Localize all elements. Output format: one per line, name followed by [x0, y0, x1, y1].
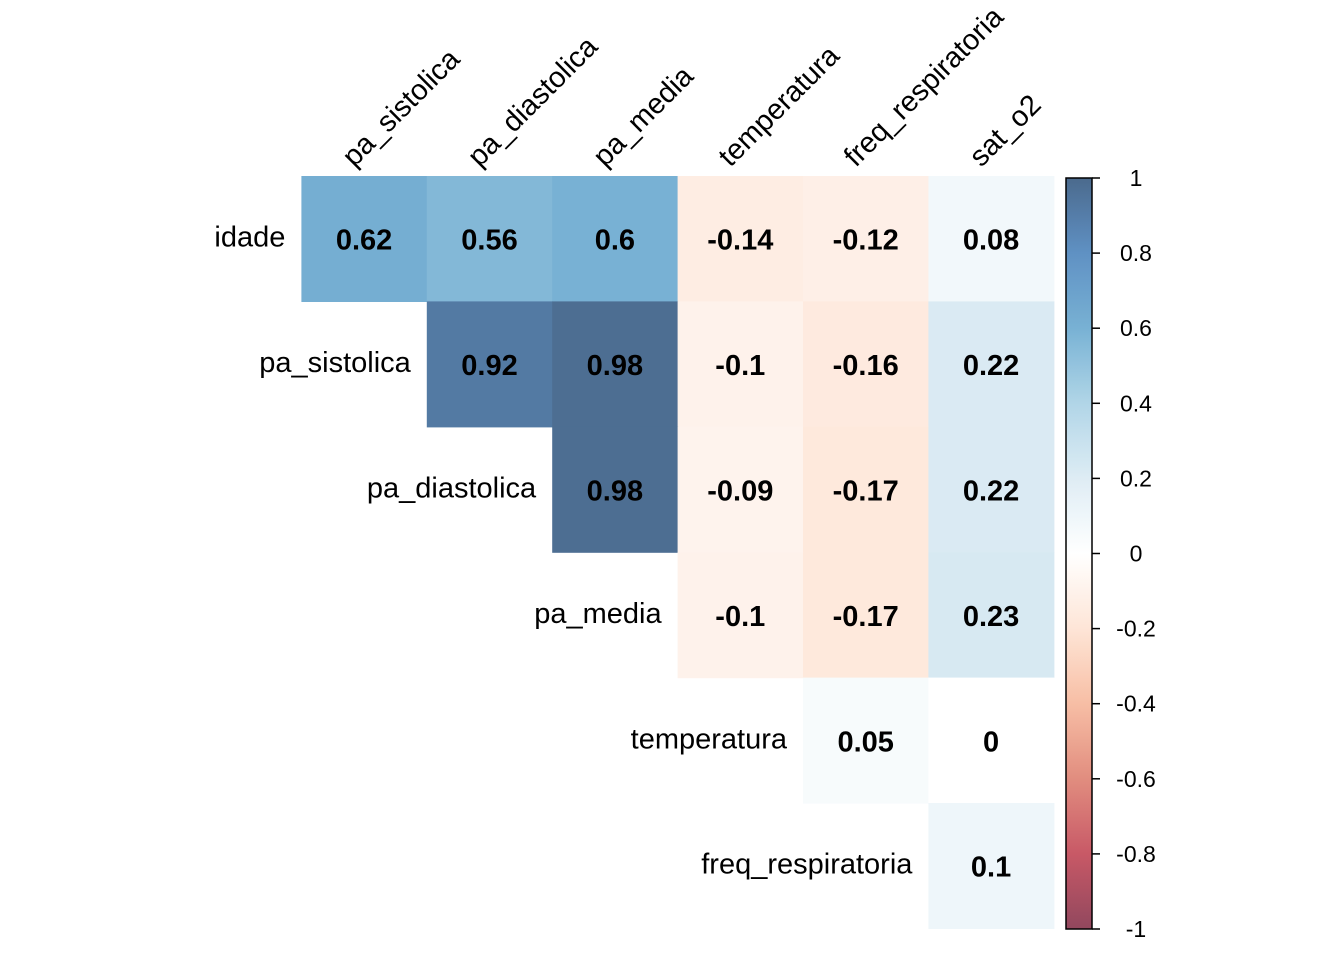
colorbar-tick-label-1: 1	[1130, 165, 1143, 191]
colorbar: 1 0.8 0.6 0.4 0.2 0 -0.2 -0.4 -0.6 -0.8 -1	[1065, 165, 1156, 942]
cell-idade-pa_media	[552, 176, 679, 302]
cell-value-pa_sistolica-freq_respiratoria: -0.16	[833, 350, 899, 382]
cell-value-temperatura-freq_respiratoria: 0.05	[837, 726, 893, 758]
cell-idade-freq_respiratoria	[803, 176, 929, 302]
colorbar-tick-label--0.4: -0.4	[1116, 691, 1156, 717]
heatmap-cells	[301, 176, 1055, 929]
cell-temperatura-sat_o2	[928, 677, 1055, 804]
colorbar-tick-label--1: -1	[1126, 916, 1146, 942]
cell-value-pa_diastolica-pa_media: 0.98	[587, 476, 643, 508]
cell-value-pa_diastolica-freq_respiratoria: -0.17	[833, 476, 899, 508]
cell-value-pa_media-freq_respiratoria: -0.17	[833, 601, 899, 633]
row-label-pa_diastolica: pa_diastolica	[367, 473, 537, 505]
cell-pa_sistolica-freq_respiratoria	[803, 301, 929, 428]
cell-idade-pa_diastolica	[426, 176, 553, 302]
cell-temperatura-freq_respiratoria	[803, 677, 929, 804]
cell-value-idade-sat_o2: 0.08	[963, 225, 1019, 257]
cell-idade-temperatura	[677, 176, 804, 302]
cell-value-freq_respiratoria-sat_o2: 0.1	[971, 852, 1011, 884]
cell-value-pa_sistolica-sat_o2: 0.22	[963, 350, 1019, 382]
cell-value-idade-freq_respiratoria: -0.12	[833, 225, 899, 257]
col-label-pa_media: pa_media	[587, 60, 700, 173]
cell-pa_sistolica-pa_media	[552, 301, 679, 428]
cell-pa_media-sat_o2	[928, 552, 1055, 679]
cell-value-idade-pa_diastolica: 0.56	[461, 225, 517, 257]
cell-pa_media-freq_respiratoria	[803, 552, 929, 679]
cell-pa_diastolica-freq_respiratoria	[803, 426, 929, 553]
cell-pa_media-temperatura	[677, 552, 804, 679]
cell-freq_respiratoria-sat_o2	[928, 803, 1055, 929]
colorbar-gradient	[1065, 177, 1093, 930]
cell-value-pa_sistolica-pa_diastolica: 0.92	[461, 350, 517, 382]
row-label-freq_respiratoria: freq_respiratoria	[701, 849, 913, 881]
colorbar-tick-label-0.8: 0.8	[1120, 240, 1152, 266]
col-label-pa_diastolica: pa_diastolica	[462, 30, 605, 173]
row-label-pa_sistolica: pa_sistolica	[259, 347, 411, 379]
cell-idade-pa_sistolica	[301, 176, 428, 302]
cell-value-idade-pa_sistolica: 0.62	[336, 225, 392, 257]
cell-pa_sistolica-temperatura	[677, 301, 804, 428]
colorbar-tick-label-0: 0	[1130, 541, 1143, 567]
cell-value-pa_sistolica-pa_media: 0.98	[587, 350, 643, 382]
colorbar-tick-label--0.8: -0.8	[1116, 841, 1156, 867]
cell-value-idade-temperatura: -0.14	[707, 225, 773, 257]
row-label-temperatura: temperatura	[631, 723, 788, 755]
colorbar-tick-label-0.2: 0.2	[1120, 465, 1152, 491]
colorbar-tick-label--0.2: -0.2	[1116, 616, 1156, 642]
cell-value-pa_diastolica-temperatura: -0.09	[707, 476, 773, 508]
cell-value-pa_media-temperatura: -0.1	[715, 601, 765, 633]
colorbar-tick-label--0.6: -0.6	[1116, 766, 1156, 792]
row-label-idade: idade	[214, 222, 285, 254]
cell-value-pa_diastolica-sat_o2: 0.22	[963, 476, 1019, 508]
row-labels: idade pa_sistolica pa_diastolica pa_mediate…	[214, 222, 913, 881]
cell-pa_diastolica-pa_media	[552, 426, 679, 553]
col-label-temperatura: temperatura	[713, 39, 847, 173]
row-label-pa_media: pa_media	[534, 598, 662, 630]
colorbar-tick-label-0.6: 0.6	[1120, 315, 1152, 341]
colorbar-tick-label-0.4: 0.4	[1120, 390, 1152, 416]
cell-pa_sistolica-pa_diastolica	[426, 301, 553, 428]
heatmap-cell-labels: 0.62 0.56 0.6 -0.14 -0.12 0.08 0.92 0.98 -0.1 -0.…	[336, 225, 1019, 884]
col-label-sat_o2: sat_o2	[963, 89, 1047, 173]
cell-value-pa_media-sat_o2: 0.23	[963, 601, 1019, 633]
cell-value-idade-pa_media: 0.6	[595, 225, 635, 257]
cell-idade-sat_o2	[928, 176, 1055, 302]
cell-value-pa_sistolica-temperatura: -0.1	[715, 350, 765, 382]
cell-value-temperatura-sat_o2: 0	[983, 726, 999, 758]
cell-pa_diastolica-sat_o2	[928, 426, 1055, 553]
cell-pa_diastolica-temperatura	[677, 426, 804, 553]
cell-pa_sistolica-sat_o2	[928, 301, 1055, 428]
col-label-pa_sistolica: pa_sistolica	[336, 43, 466, 173]
